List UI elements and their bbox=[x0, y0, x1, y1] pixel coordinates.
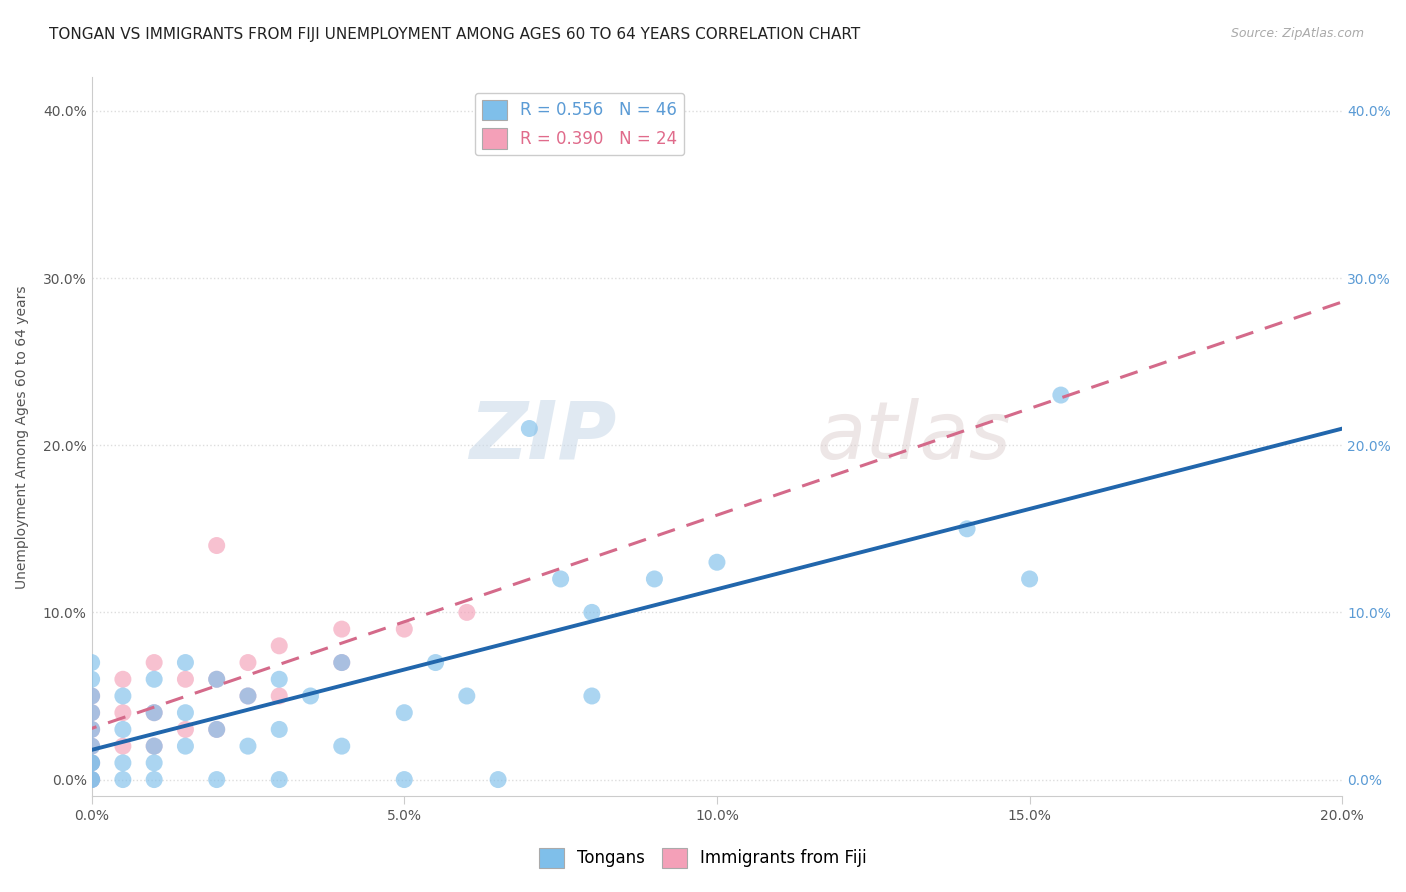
Point bbox=[205, 772, 228, 787]
Point bbox=[80, 739, 103, 753]
Point bbox=[143, 706, 166, 720]
Point bbox=[394, 622, 416, 636]
Point bbox=[956, 522, 979, 536]
Text: Source: ZipAtlas.com: Source: ZipAtlas.com bbox=[1230, 27, 1364, 40]
Point bbox=[456, 606, 478, 620]
Point bbox=[299, 689, 322, 703]
Point bbox=[80, 739, 103, 753]
Point bbox=[269, 673, 291, 687]
Point bbox=[1050, 388, 1073, 402]
Point bbox=[643, 572, 665, 586]
Point bbox=[236, 656, 259, 670]
Point bbox=[236, 739, 259, 753]
Point bbox=[330, 622, 353, 636]
Point bbox=[425, 656, 447, 670]
Point bbox=[205, 723, 228, 737]
Point bbox=[80, 706, 103, 720]
Point bbox=[550, 572, 572, 586]
Point bbox=[143, 656, 166, 670]
Point bbox=[80, 756, 103, 770]
Point bbox=[111, 756, 134, 770]
Point bbox=[205, 539, 228, 553]
Point bbox=[80, 689, 103, 703]
Point bbox=[174, 673, 197, 687]
Point bbox=[111, 689, 134, 703]
Point bbox=[80, 689, 103, 703]
Point bbox=[269, 689, 291, 703]
Point bbox=[80, 772, 103, 787]
Point bbox=[205, 673, 228, 687]
Point bbox=[80, 772, 103, 787]
Point bbox=[111, 772, 134, 787]
Point bbox=[205, 723, 228, 737]
Point bbox=[269, 723, 291, 737]
Point bbox=[174, 706, 197, 720]
Point bbox=[517, 421, 540, 435]
Point bbox=[330, 656, 353, 670]
Point bbox=[581, 606, 603, 620]
Point bbox=[111, 673, 134, 687]
Text: atlas: atlas bbox=[817, 398, 1012, 475]
Point bbox=[80, 772, 103, 787]
Y-axis label: Unemployment Among Ages 60 to 64 years: Unemployment Among Ages 60 to 64 years bbox=[15, 285, 30, 589]
Point bbox=[143, 739, 166, 753]
Point bbox=[205, 673, 228, 687]
Point bbox=[143, 756, 166, 770]
Point bbox=[269, 639, 291, 653]
Point bbox=[706, 555, 728, 569]
Point bbox=[111, 706, 134, 720]
Point bbox=[80, 756, 103, 770]
Point bbox=[174, 723, 197, 737]
Point bbox=[80, 656, 103, 670]
Legend: Tongans, Immigrants from Fiji: Tongans, Immigrants from Fiji bbox=[533, 841, 873, 875]
Point bbox=[80, 723, 103, 737]
Point bbox=[1018, 572, 1040, 586]
Point bbox=[143, 772, 166, 787]
Point bbox=[143, 706, 166, 720]
Point bbox=[456, 689, 478, 703]
Point bbox=[394, 772, 416, 787]
Text: TONGAN VS IMMIGRANTS FROM FIJI UNEMPLOYMENT AMONG AGES 60 TO 64 YEARS CORRELATIO: TONGAN VS IMMIGRANTS FROM FIJI UNEMPLOYM… bbox=[49, 27, 860, 42]
Point bbox=[143, 739, 166, 753]
Point bbox=[581, 689, 603, 703]
Point bbox=[111, 723, 134, 737]
Point bbox=[330, 739, 353, 753]
Point bbox=[236, 689, 259, 703]
Point bbox=[80, 723, 103, 737]
Point bbox=[486, 772, 509, 787]
Point bbox=[111, 739, 134, 753]
Point bbox=[269, 772, 291, 787]
Legend: R = 0.556   N = 46, R = 0.390   N = 24: R = 0.556 N = 46, R = 0.390 N = 24 bbox=[475, 93, 683, 155]
Point bbox=[330, 656, 353, 670]
Point bbox=[174, 656, 197, 670]
Text: ZIP: ZIP bbox=[470, 398, 617, 475]
Point bbox=[174, 739, 197, 753]
Point bbox=[236, 689, 259, 703]
Point bbox=[80, 756, 103, 770]
Point bbox=[394, 706, 416, 720]
Point bbox=[80, 706, 103, 720]
Point bbox=[143, 673, 166, 687]
Point bbox=[80, 673, 103, 687]
